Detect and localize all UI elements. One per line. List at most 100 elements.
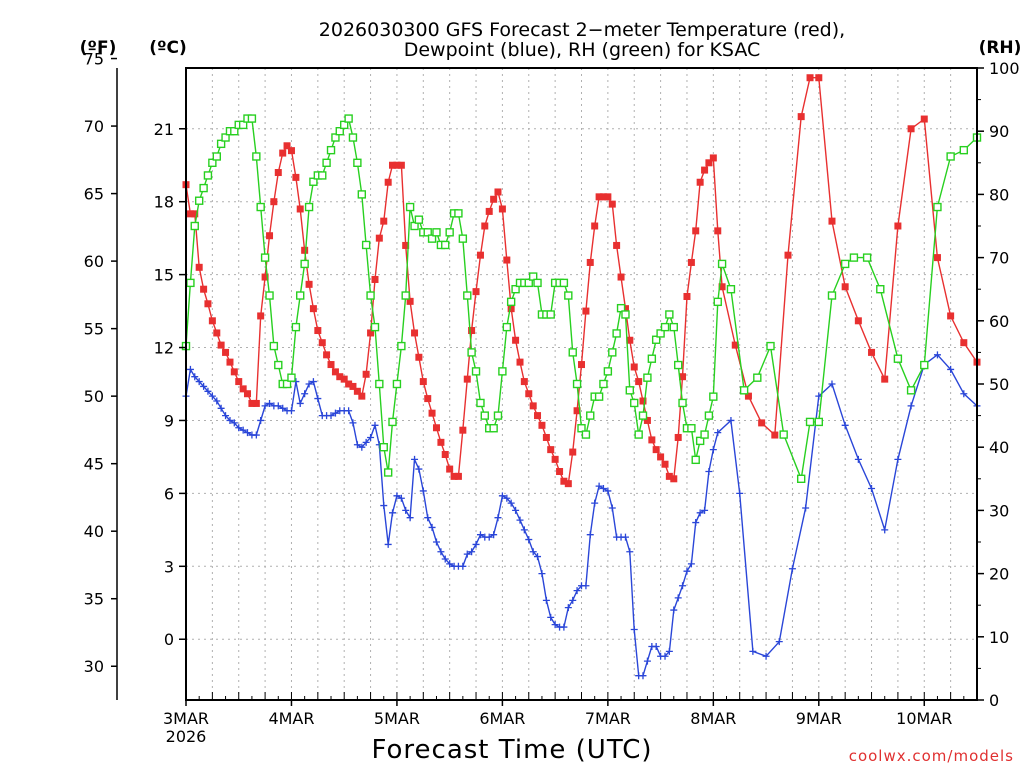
rh-point (594, 392, 604, 401)
rh-point (779, 430, 788, 439)
rh-point (186, 278, 195, 288)
temperature-point (345, 380, 353, 388)
rh-point (502, 322, 512, 332)
dewpoint-point (362, 438, 370, 446)
temperature-point (516, 358, 524, 366)
rh-point (216, 139, 226, 149)
x-tick-label: 3MAR (163, 709, 209, 728)
dewpoint-point (446, 560, 454, 568)
temperature-point (920, 115, 928, 123)
rh-point (630, 398, 639, 408)
temperature-point (397, 161, 405, 169)
fahrenheit-tick-label: 35 (84, 590, 104, 609)
dewpoint-point (529, 548, 537, 556)
dewpoint-point (582, 582, 590, 590)
temperature-point (854, 317, 862, 325)
x-tick-label: 5MAR (374, 709, 420, 728)
rh-point (194, 196, 204, 205)
temperature-point (643, 416, 651, 424)
rh-point (326, 145, 336, 155)
dewpoint-point (507, 499, 515, 507)
dewpoint-point (208, 392, 216, 400)
rh-point (361, 240, 371, 250)
temperature-point (648, 436, 656, 444)
x-tick-label: 4MAR (268, 709, 314, 728)
dewpoint-point (643, 657, 651, 665)
rh-point (616, 303, 626, 313)
temperature-point (679, 373, 687, 381)
dewpoint-point (907, 402, 915, 410)
temperature-point (257, 312, 265, 320)
dewpoint-point (371, 421, 379, 429)
celsius-tick-label: 9 (164, 411, 174, 430)
rh-point (252, 152, 261, 161)
fahrenheit-tick-label: 55 (84, 320, 104, 339)
rh-point (260, 253, 270, 262)
dewpoint-point (349, 419, 357, 427)
rh-point (348, 133, 358, 142)
dewpoint-point (415, 465, 423, 473)
temperature-point (415, 353, 423, 361)
rh-point (608, 348, 617, 357)
temperature-point (349, 382, 357, 390)
temperature-point (806, 74, 814, 82)
temperature-point (411, 329, 419, 337)
rh-point (190, 221, 199, 231)
temperature-point (591, 222, 599, 230)
dewpoint-point (674, 594, 682, 602)
temperature-point (701, 166, 709, 174)
rh-point (933, 202, 942, 212)
celsius-unit-label: (ºC) (149, 38, 187, 58)
rh-tick-label: 10 (989, 628, 1009, 647)
rh-point (717, 259, 727, 269)
dewpoint-point (204, 387, 212, 395)
rh-point (726, 285, 736, 294)
temperature-point (670, 475, 678, 483)
temperature-point (428, 409, 436, 417)
dewpoint-point (498, 492, 506, 500)
rh-point (524, 278, 533, 288)
temperature-point (476, 251, 484, 259)
rh-point (405, 202, 415, 212)
rh-point (814, 417, 823, 427)
x-tick-label: 10MAR (896, 709, 952, 728)
temperature-point (235, 378, 243, 386)
dewpoint-point (296, 399, 304, 407)
dewpoint-series (182, 351, 981, 680)
rh-point (625, 386, 635, 395)
rh-point (274, 360, 283, 370)
rh-point (454, 209, 463, 218)
rh-point (392, 379, 402, 389)
dewpoint-point (692, 519, 700, 527)
rh-point (876, 285, 885, 294)
dewpoint-point (551, 621, 559, 629)
temperature-point (815, 74, 823, 82)
dewpoint-point (419, 487, 427, 495)
dewpoint-point (727, 416, 735, 424)
dewpoint-point (547, 613, 555, 621)
temperature-point (331, 368, 339, 376)
temperature-point (239, 385, 247, 393)
dewpoint-point (406, 514, 414, 522)
temperature-point (538, 421, 546, 429)
temperature-point (520, 378, 528, 386)
rh-tick-label: 20 (989, 565, 1009, 584)
dewpoint-point (802, 504, 810, 512)
dewpoint-point (424, 514, 432, 522)
rh-point (643, 373, 652, 382)
rh-point (353, 158, 362, 168)
temperature-point (217, 341, 225, 349)
rh-point (318, 171, 327, 180)
temperature-point (599, 193, 607, 201)
x-tick-sublabel: 2026 (166, 727, 207, 746)
dewpoint-point (345, 407, 353, 415)
dewpoint-point (257, 416, 265, 424)
rh-tick-label: 60 (989, 312, 1009, 331)
celsius-tick-label: 0 (164, 630, 174, 649)
dewpoint-point (327, 412, 335, 420)
rh-point (397, 341, 406, 351)
temperature-point (279, 149, 287, 157)
rh-point (959, 145, 969, 155)
fahrenheit-tick-label: 70 (84, 117, 104, 136)
